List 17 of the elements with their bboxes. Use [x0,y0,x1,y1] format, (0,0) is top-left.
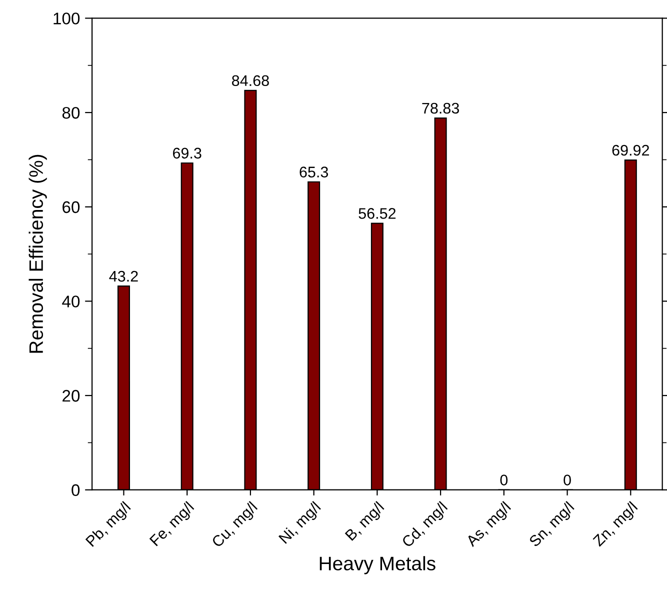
y-tick-label: 80 [62,106,80,119]
data-label: 43.2 [109,270,138,282]
data-label: 84.68 [232,75,269,86]
y-tick-label: 20 [62,390,80,402]
y-axis-title: Removal Efficiency (%) [28,154,47,353]
data-label: 0 [564,474,571,486]
y-tick-label: 40 [62,296,80,308]
y-tick-label: 60 [62,201,80,214]
data-label: 78.83 [422,102,459,114]
y-tick-label: 100 [54,12,80,24]
data-label: 65.3 [300,166,328,178]
data-label: 56.52 [358,208,396,219]
x-axis-title: Heavy Metals [320,556,436,574]
y-tick-label: 0 [72,484,80,496]
data-label: 0 [500,474,508,486]
data-label: 69.92 [612,144,649,156]
data-label: 69.3 [173,148,202,159]
